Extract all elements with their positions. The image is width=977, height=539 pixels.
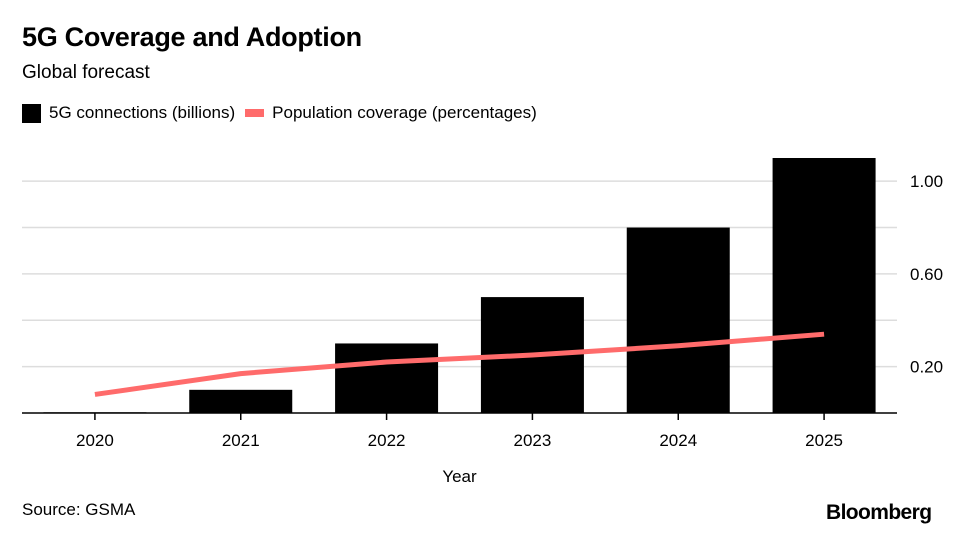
chart-title: 5G Coverage and Adoption [22, 22, 362, 52]
bar-2025 [772, 158, 876, 413]
coverage-line [94, 331, 825, 397]
x-axis-label: Year [442, 467, 477, 486]
x-tick-label-2025: 2025 [805, 431, 843, 450]
legend-item-coverage: Population coverage (percentages) [245, 103, 537, 123]
x-tick-label-2024: 2024 [659, 431, 697, 450]
line-series [94, 331, 825, 397]
legend-swatch-coverage [245, 109, 265, 117]
legend-item-connections: 5G connections (billions) [22, 103, 235, 123]
legend: 5G connections (billions) Population cov… [22, 103, 547, 123]
bar-2022 [335, 343, 439, 413]
x-axis: 2020 2021 2022 2023 2024 2025 [22, 412, 897, 450]
y-tick-label: 0.60 [910, 265, 943, 284]
legend-label-coverage: Population coverage (percentages) [272, 103, 537, 122]
gridlines [22, 180, 897, 368]
y-axis: 0.20 0.60 1.00 [910, 172, 943, 376]
bloomberg-logo: Bloomberg [826, 501, 932, 524]
legend-label-connections: 5G connections (billions) [49, 103, 236, 122]
chart-subtitle: Global forecast [22, 62, 150, 83]
x-tick-label-2020: 2020 [76, 431, 114, 450]
x-tick-label-2023: 2023 [514, 431, 552, 450]
legend-swatch-connections [22, 103, 41, 123]
y-tick-label: 0.20 [910, 358, 943, 377]
y-tick-label: 1.00 [910, 172, 943, 191]
bar-series [43, 158, 876, 414]
chart-plot: 2020 2021 2022 2023 2024 2025 0.20 0.60 1.00 Ye… [22, 158, 943, 486]
bar-2024 [626, 227, 730, 413]
x-tick-label-2022: 2022 [368, 431, 406, 450]
bar-2021 [189, 389, 293, 413]
source-note: Source: GSMA [22, 500, 136, 519]
x-tick-label-2021: 2021 [222, 431, 260, 450]
